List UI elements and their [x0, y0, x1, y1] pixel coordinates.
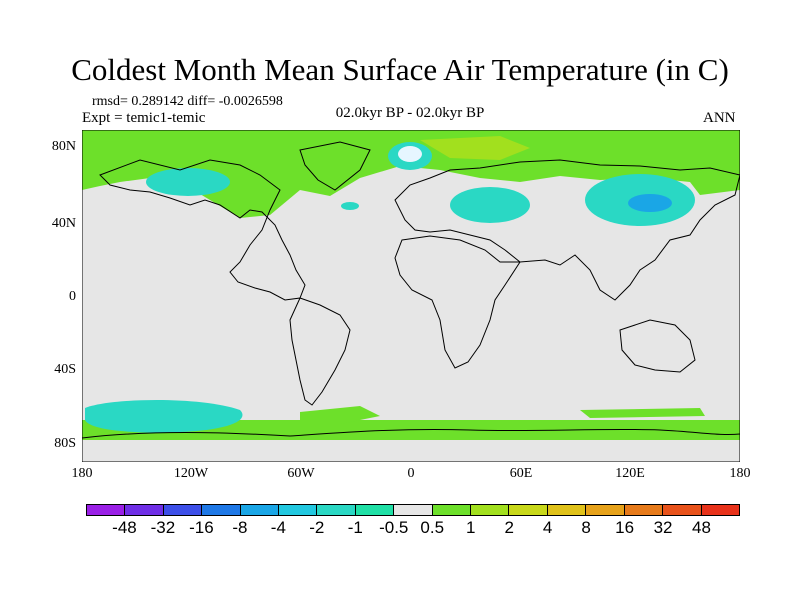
y-label-80n: 80N — [51, 139, 76, 154]
colorbar-label: 0.5 — [420, 518, 445, 537]
anomaly-green-north — [82, 150, 740, 218]
y-label-40s: 40S — [54, 362, 76, 377]
anomaly-grey-south — [82, 440, 740, 462]
map-title: Coldest Month Mean Surface Air Temperatu… — [71, 52, 729, 87]
colorbar-segment — [279, 505, 318, 515]
y-label-0: 0 — [69, 289, 76, 304]
colorbar-segment — [624, 505, 664, 515]
colorbar-segment — [586, 505, 625, 515]
colorbar-segment — [663, 505, 702, 515]
anomaly-cyan-greenland-cap — [398, 146, 422, 162]
colorbar-label: 48 — [692, 518, 711, 537]
y-label-80s: 80S — [54, 436, 76, 451]
season-text: ANN — [703, 110, 736, 126]
stats-text: rmsd= 0.289142 diff= -0.0026598 — [92, 94, 283, 109]
africa-coast — [394, 235, 521, 369]
south-america-coast — [289, 297, 351, 406]
colorbar-segment — [509, 505, 548, 515]
colorbar-label: 4 — [542, 518, 553, 537]
colorbar-label: 8 — [581, 518, 591, 537]
colorbar-label: 2 — [504, 518, 514, 537]
colorbar-segment — [240, 505, 280, 515]
colorbar-label: -16 — [189, 518, 214, 537]
colorbar-segment — [202, 505, 241, 515]
y-label-40n: 40N — [51, 216, 76, 231]
period-text: 02.0kyr BP - 02.0kyr BP — [335, 105, 485, 121]
anomaly-cyan-alaska — [146, 168, 230, 196]
anomaly-yellowgreen-north — [420, 136, 530, 160]
colorbar-segment — [432, 505, 472, 515]
antarctica-coast — [82, 428, 740, 439]
x-label-60w: 60W — [287, 466, 315, 481]
x-label-120e: 120E — [615, 466, 645, 481]
anomaly-green-south-patch-2 — [580, 408, 705, 418]
x-label-180w: 180 — [71, 466, 93, 481]
colorbar-label: -4 — [270, 518, 286, 537]
colorbar-segment — [547, 505, 587, 515]
colorbar-segment — [701, 505, 739, 515]
colorbar-label: 32 — [653, 518, 673, 537]
colorbar-segment — [87, 505, 126, 515]
coastlines — [82, 141, 740, 439]
x-label-60e: 60E — [509, 466, 533, 481]
colorbar-segment — [394, 505, 433, 515]
colorbar-label: 1 — [465, 518, 476, 537]
anomaly-blue-siberia — [628, 194, 672, 212]
x-label-0: 0 — [407, 466, 415, 481]
experiment-text: Expt = temic1-temic — [82, 110, 206, 126]
colorbar — [86, 504, 740, 516]
colorbar-segment — [355, 505, 395, 515]
anomaly-cyan-small — [341, 202, 359, 210]
colorbar-label: -32 — [150, 518, 176, 537]
greenland-coast — [299, 141, 371, 191]
colorbar-label: -1 — [347, 518, 363, 537]
colorbar-label: 16 — [615, 518, 635, 537]
anomaly-cyan-south-pacific — [85, 400, 243, 433]
australia-coast — [619, 319, 696, 373]
anomaly-cyan-central-asia — [450, 187, 530, 223]
colorbar-label: -48 — [112, 518, 137, 537]
colorbar-segment — [163, 505, 203, 515]
colorbar-label: -2 — [309, 518, 325, 537]
x-label-120w: 120W — [173, 466, 209, 481]
x-label-180e: 180 — [729, 466, 751, 481]
europe-asia-coast — [394, 159, 740, 301]
colorbar-label: -0.5 — [379, 518, 409, 537]
colorbar-label: -8 — [232, 518, 248, 537]
colorbar-segment — [317, 505, 356, 515]
colorbar-segment — [125, 505, 164, 515]
colorbar-segment — [471, 505, 510, 515]
anomaly-green-south-patch — [300, 406, 380, 424]
anomaly-green-north-2 — [82, 130, 740, 150]
